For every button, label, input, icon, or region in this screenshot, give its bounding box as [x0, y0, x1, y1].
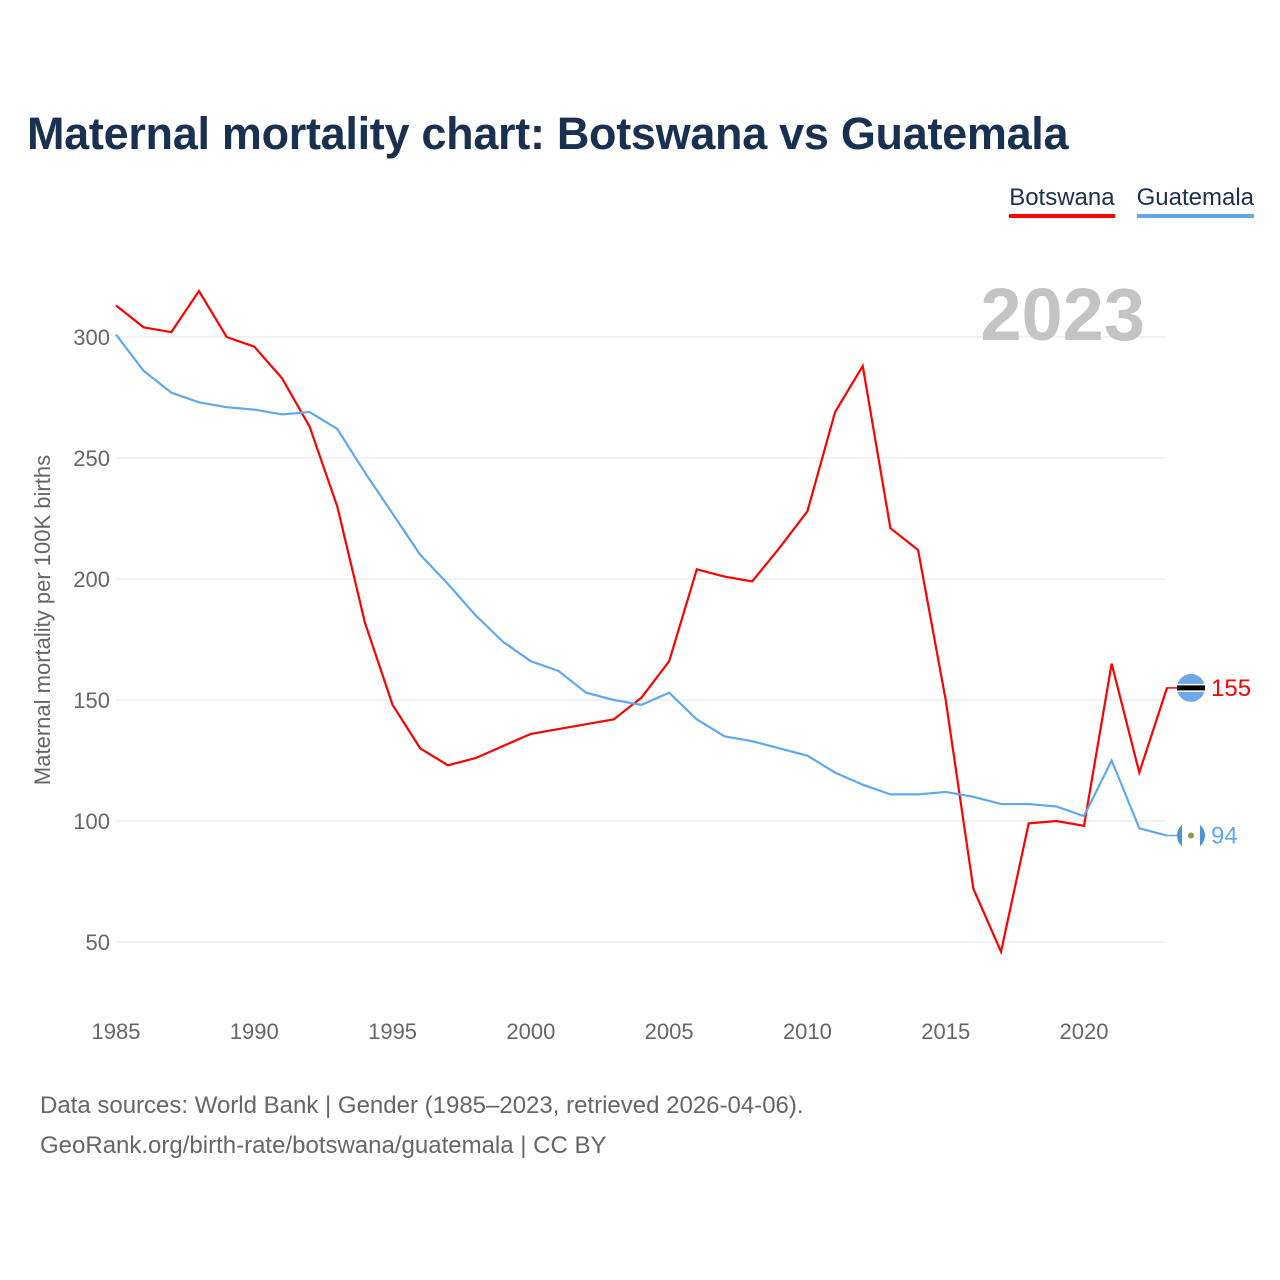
y-tick-label: 100 — [73, 809, 110, 834]
x-tick-label: 1995 — [368, 1019, 417, 1044]
end-value-botswana: 155 — [1211, 675, 1251, 702]
footer-link[interactable]: GeoRank.org/birth-rate/botswana/guatemal… — [40, 1132, 607, 1159]
x-tick-label: 2020 — [1060, 1019, 1109, 1044]
x-tick-label: 2000 — [506, 1019, 555, 1044]
guatemala-flag-icon — [1177, 821, 1205, 850]
y-tick-label: 250 — [73, 446, 110, 471]
series-line-guatemala — [115, 333, 1168, 837]
y-tick-label: 50 — [86, 930, 110, 955]
y-tick-label: 150 — [73, 688, 110, 713]
y-tick-label: 200 — [73, 567, 110, 592]
year-watermark: 2023 — [980, 273, 1145, 356]
x-tick-label: 2010 — [783, 1019, 832, 1044]
y-tick-label: 300 — [73, 325, 110, 350]
legend-botswana[interactable]: Botswana — [1009, 184, 1115, 218]
x-tick-label: 2005 — [645, 1019, 694, 1044]
botswana-flag-icon — [1177, 673, 1205, 702]
chart-title: Maternal mortality chart: Botswana vs Gu… — [27, 108, 1069, 159]
legend-guatemala[interactable]: Guatemala — [1136, 184, 1254, 218]
x-tick-label: 1990 — [230, 1019, 279, 1044]
footer: Data sources: World Bank | Gender (1985–… — [40, 1086, 804, 1166]
legend: Botswana Guatemala — [1009, 184, 1254, 218]
x-tick-label: 2015 — [921, 1019, 970, 1044]
footer-sources: Data sources: World Bank | Gender (1985–… — [40, 1092, 804, 1119]
y-axis-label: Maternal mortality per 100K births — [30, 455, 55, 785]
series-line-botswana — [115, 288, 1169, 956]
x-tick-label: 1985 — [92, 1019, 141, 1044]
end-value-guatemala: 94 — [1211, 823, 1238, 850]
